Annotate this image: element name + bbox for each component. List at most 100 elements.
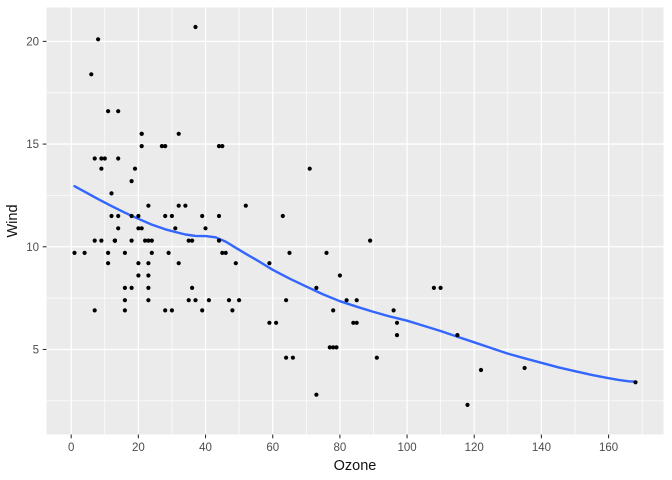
scatter-point (307, 166, 312, 171)
scatter-point (190, 238, 195, 243)
scatter-point (354, 320, 359, 325)
scatter-point (139, 131, 144, 136)
scatter-point (274, 320, 279, 325)
scatter-point (223, 250, 228, 255)
scatter-point (193, 298, 198, 303)
scatter-point (136, 261, 141, 266)
scatter-point (267, 261, 272, 266)
scatter-point (149, 250, 154, 255)
scatter-point (176, 203, 181, 208)
scatter-point (109, 213, 114, 219)
scatter-point (146, 261, 151, 266)
grid-minor-lines (46, 7, 664, 435)
x-tick-label: 100 (397, 442, 416, 454)
scatter-point (327, 345, 332, 350)
scatter-point (200, 308, 205, 313)
y-axis-title: Wind (5, 204, 21, 237)
scatter-point (394, 320, 400, 325)
scatter-point (200, 213, 205, 219)
scatter-point (183, 203, 188, 208)
y-tick-label: 5 (33, 344, 39, 356)
scatter-point (102, 156, 107, 161)
scatter-point (136, 226, 141, 231)
scatter-point (129, 213, 134, 219)
scatter-point (522, 365, 527, 371)
scatter-point (394, 333, 400, 338)
scatter-point (176, 131, 181, 136)
scatter-point (284, 298, 289, 303)
scatter-point (176, 261, 181, 266)
scatter-point (106, 250, 111, 255)
scatter-point (203, 226, 208, 231)
scatter-point (122, 285, 127, 290)
scatter-point (206, 298, 211, 303)
scatter-point (92, 308, 97, 313)
scatter-point (163, 144, 168, 149)
scatter-point (186, 238, 191, 243)
x-tick-label: 20 (132, 442, 145, 454)
y-tick-label: 10 (26, 242, 39, 254)
scatter-point (116, 213, 121, 219)
scatter-point (139, 144, 144, 149)
scatter-point (455, 333, 460, 338)
scatter-point (374, 355, 379, 360)
scatter-point (112, 238, 117, 243)
scatter-point (169, 308, 174, 313)
scatter-point (354, 298, 359, 303)
scatter-point (190, 285, 195, 290)
x-axis-title: Ozone (334, 458, 377, 474)
y-tick-label: 20 (26, 36, 39, 48)
axis-ticks (42, 40, 610, 439)
scatter-point (237, 298, 242, 303)
scatter-point (226, 298, 232, 303)
scatter-point (290, 355, 295, 360)
scatter-point (72, 250, 77, 255)
scatter-point (216, 238, 222, 243)
scatter-point (146, 203, 151, 208)
scatter-point (233, 261, 238, 266)
scatter-point (116, 226, 121, 231)
scatter-point (391, 308, 396, 313)
scatter-point (216, 144, 222, 149)
scatter-point (267, 320, 272, 325)
scatter-points (72, 24, 638, 407)
scatter-point (220, 144, 225, 149)
scatter-point (122, 308, 127, 313)
scatter-point (106, 109, 111, 114)
scatter-point (331, 345, 336, 350)
scatter-point (331, 308, 336, 313)
x-tick-label: 40 (199, 442, 212, 454)
scatter-point (280, 213, 285, 219)
panel-background (46, 7, 664, 435)
scatter-point (106, 261, 111, 266)
scatter-point (324, 250, 329, 255)
x-tick-label: 120 (465, 442, 484, 454)
scatter-point (314, 392, 319, 397)
scatter-point (243, 203, 248, 208)
scatter-point (149, 238, 154, 243)
scatter-point (478, 367, 484, 373)
scatter-point (132, 166, 138, 171)
scatter-point (344, 298, 349, 303)
scatter-point (337, 273, 342, 278)
scatter-point (146, 238, 151, 243)
scatter-point (146, 273, 151, 278)
scatter-point (438, 285, 443, 290)
scatter-point (99, 238, 104, 243)
scatter-point (116, 156, 121, 161)
scatter-point (136, 273, 141, 278)
scatter-point (431, 285, 436, 290)
scatter-point (230, 308, 235, 313)
scatter-point (92, 156, 97, 161)
scatter-point (314, 285, 319, 290)
y-tick-label: 15 (26, 139, 39, 151)
scatter-point (334, 345, 339, 350)
scatter-point (169, 213, 174, 219)
grid-major-lines (46, 7, 664, 435)
scatter-point (122, 250, 127, 255)
scatter-point (166, 250, 171, 255)
smooth-line (73, 185, 637, 383)
scatter-point (368, 238, 373, 243)
